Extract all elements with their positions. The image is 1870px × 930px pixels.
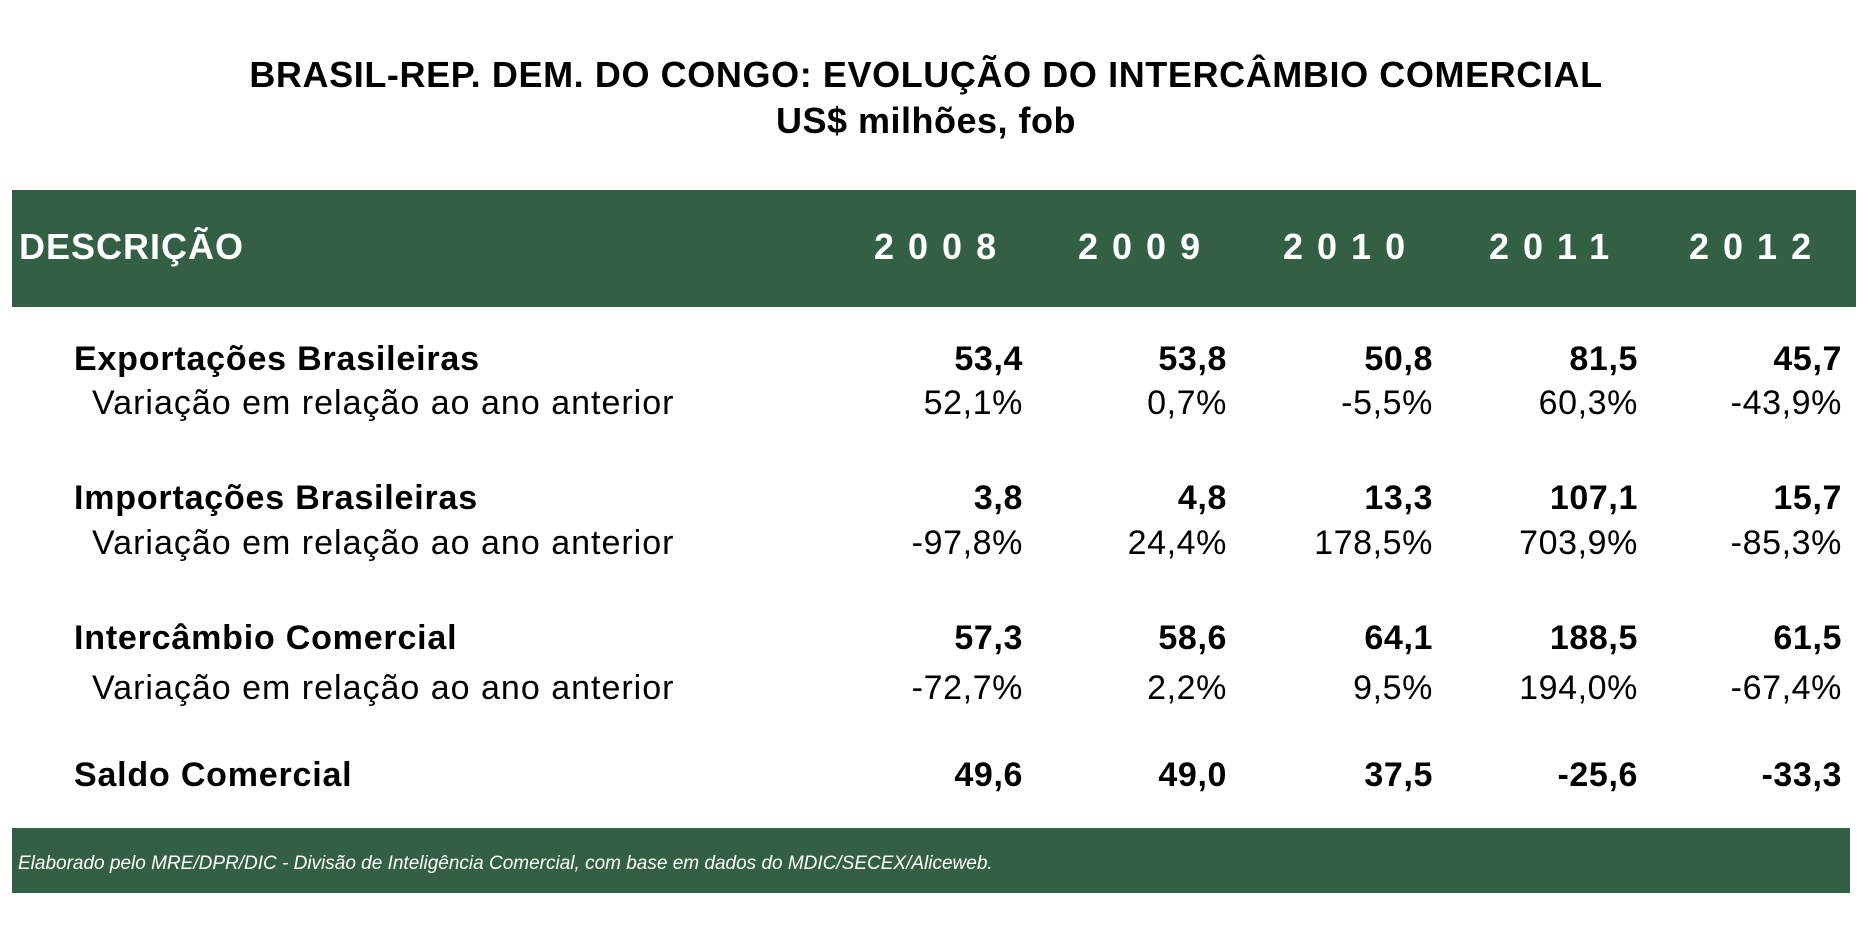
cell-2011: 107,1 [1549,479,1638,517]
cell-2010: -5,5% [1341,384,1433,422]
cell-2008: 49,6 [954,756,1023,794]
cell-2009: 0,7% [1147,384,1227,422]
cell-2009: 2,2% [1147,669,1227,707]
cell-2011: 188,5 [1549,619,1638,657]
row-label: Exportações Brasileiras [74,340,480,378]
row-label: Variação em relação ao ano anterior [92,524,675,562]
cell-2010: 178,5% [1314,524,1433,562]
source-note: Elaborado pelo MRE/DPR/DIC - Divisão de … [18,853,993,874]
row-label: Saldo Comercial [74,756,353,794]
cell-2010: 13,3 [1364,479,1433,517]
cell-2012: -33,3 [1761,756,1842,794]
cell-2011: 194,0% [1519,669,1638,707]
table-title: BRASIL-REP. DEM. DO CONGO: EVOLUÇÃO DO I… [249,54,1603,95]
cell-2011: 81,5 [1569,340,1638,378]
cell-2009: 53,8 [1158,340,1227,378]
header-year-2008: 2008 [874,226,1011,267]
footer-band [12,828,1850,893]
cell-2010: 50,8 [1364,340,1433,378]
cell-2010: 64,1 [1364,619,1433,657]
cell-2012: 45,7 [1773,340,1842,378]
cell-2008: 57,3 [954,619,1023,657]
cell-2009: 58,6 [1158,619,1227,657]
cell-2008: 52,1% [923,384,1023,422]
cell-2008: -97,8% [911,524,1023,562]
header-year-2010: 2010 [1283,226,1420,267]
cell-2011: -25,6 [1557,756,1638,794]
row-label: Intercâmbio Comercial [74,619,458,657]
cell-2012: -43,9% [1730,384,1842,422]
header-year-2009: 2009 [1078,226,1215,267]
row-label: Variação em relação ao ano anterior [92,669,675,707]
header-year-2012: 2012 [1689,226,1826,267]
cell-2010: 9,5% [1353,669,1433,707]
cell-2010: 37,5 [1364,756,1433,794]
cell-2011: 60,3% [1538,384,1638,422]
row-label: Variação em relação ao ano anterior [92,384,675,422]
cell-2012: -67,4% [1730,669,1842,707]
cell-2011: 703,9% [1519,524,1638,562]
header-description: DESCRIÇÃO [19,226,245,267]
header-band [12,190,1856,307]
cell-2009: 24,4% [1127,524,1227,562]
cell-2012: 61,5 [1773,619,1842,657]
cell-2012: 15,7 [1773,479,1842,517]
cell-2009: 49,0 [1158,756,1227,794]
header-year-2011: 2011 [1489,226,1624,267]
table-subtitle: US$ milhões, fob [775,100,1077,141]
cell-2012: -85,3% [1730,524,1842,562]
cell-2008: -72,7% [911,669,1023,707]
cell-2008: 3,8 [973,479,1023,517]
cell-2009: 4,8 [1177,479,1227,517]
cell-2008: 53,4 [954,340,1023,378]
row-label: Importações Brasileiras [74,479,478,517]
